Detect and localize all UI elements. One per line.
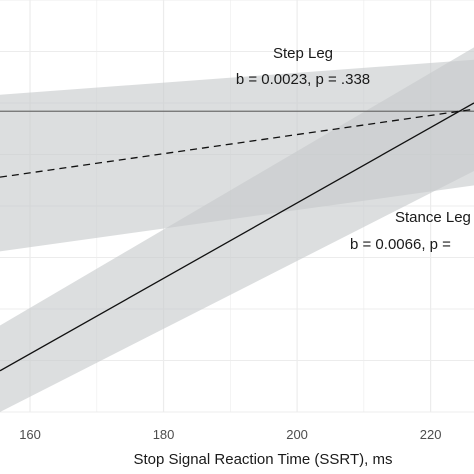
regression-lines <box>0 102 474 372</box>
plot-area <box>0 47 474 412</box>
confidence-band-step-leg <box>0 59 474 252</box>
stance-leg-label: Stance Leg <box>395 209 471 226</box>
x-axis-ticks: 160 180 200 220 <box>19 427 441 442</box>
regression-line-step-leg <box>0 108 474 178</box>
stance-leg-stats: b = 0.0066, p = <box>350 236 451 253</box>
step-leg-stats: b = 0.0023, p = .338 <box>236 71 370 88</box>
confidence-band-stance-leg <box>0 47 474 412</box>
regression-line-stance-leg <box>0 102 474 372</box>
confidence-bands <box>0 47 474 412</box>
x-tick-label: 160 <box>19 427 41 442</box>
x-tick-label: 200 <box>286 427 308 442</box>
x-tick-label: 220 <box>420 427 442 442</box>
x-axis-title: Stop Signal Reaction Time (SSRT), ms <box>134 451 393 468</box>
x-tick-label: 180 <box>153 427 175 442</box>
step-leg-label: Step Leg <box>273 45 333 62</box>
